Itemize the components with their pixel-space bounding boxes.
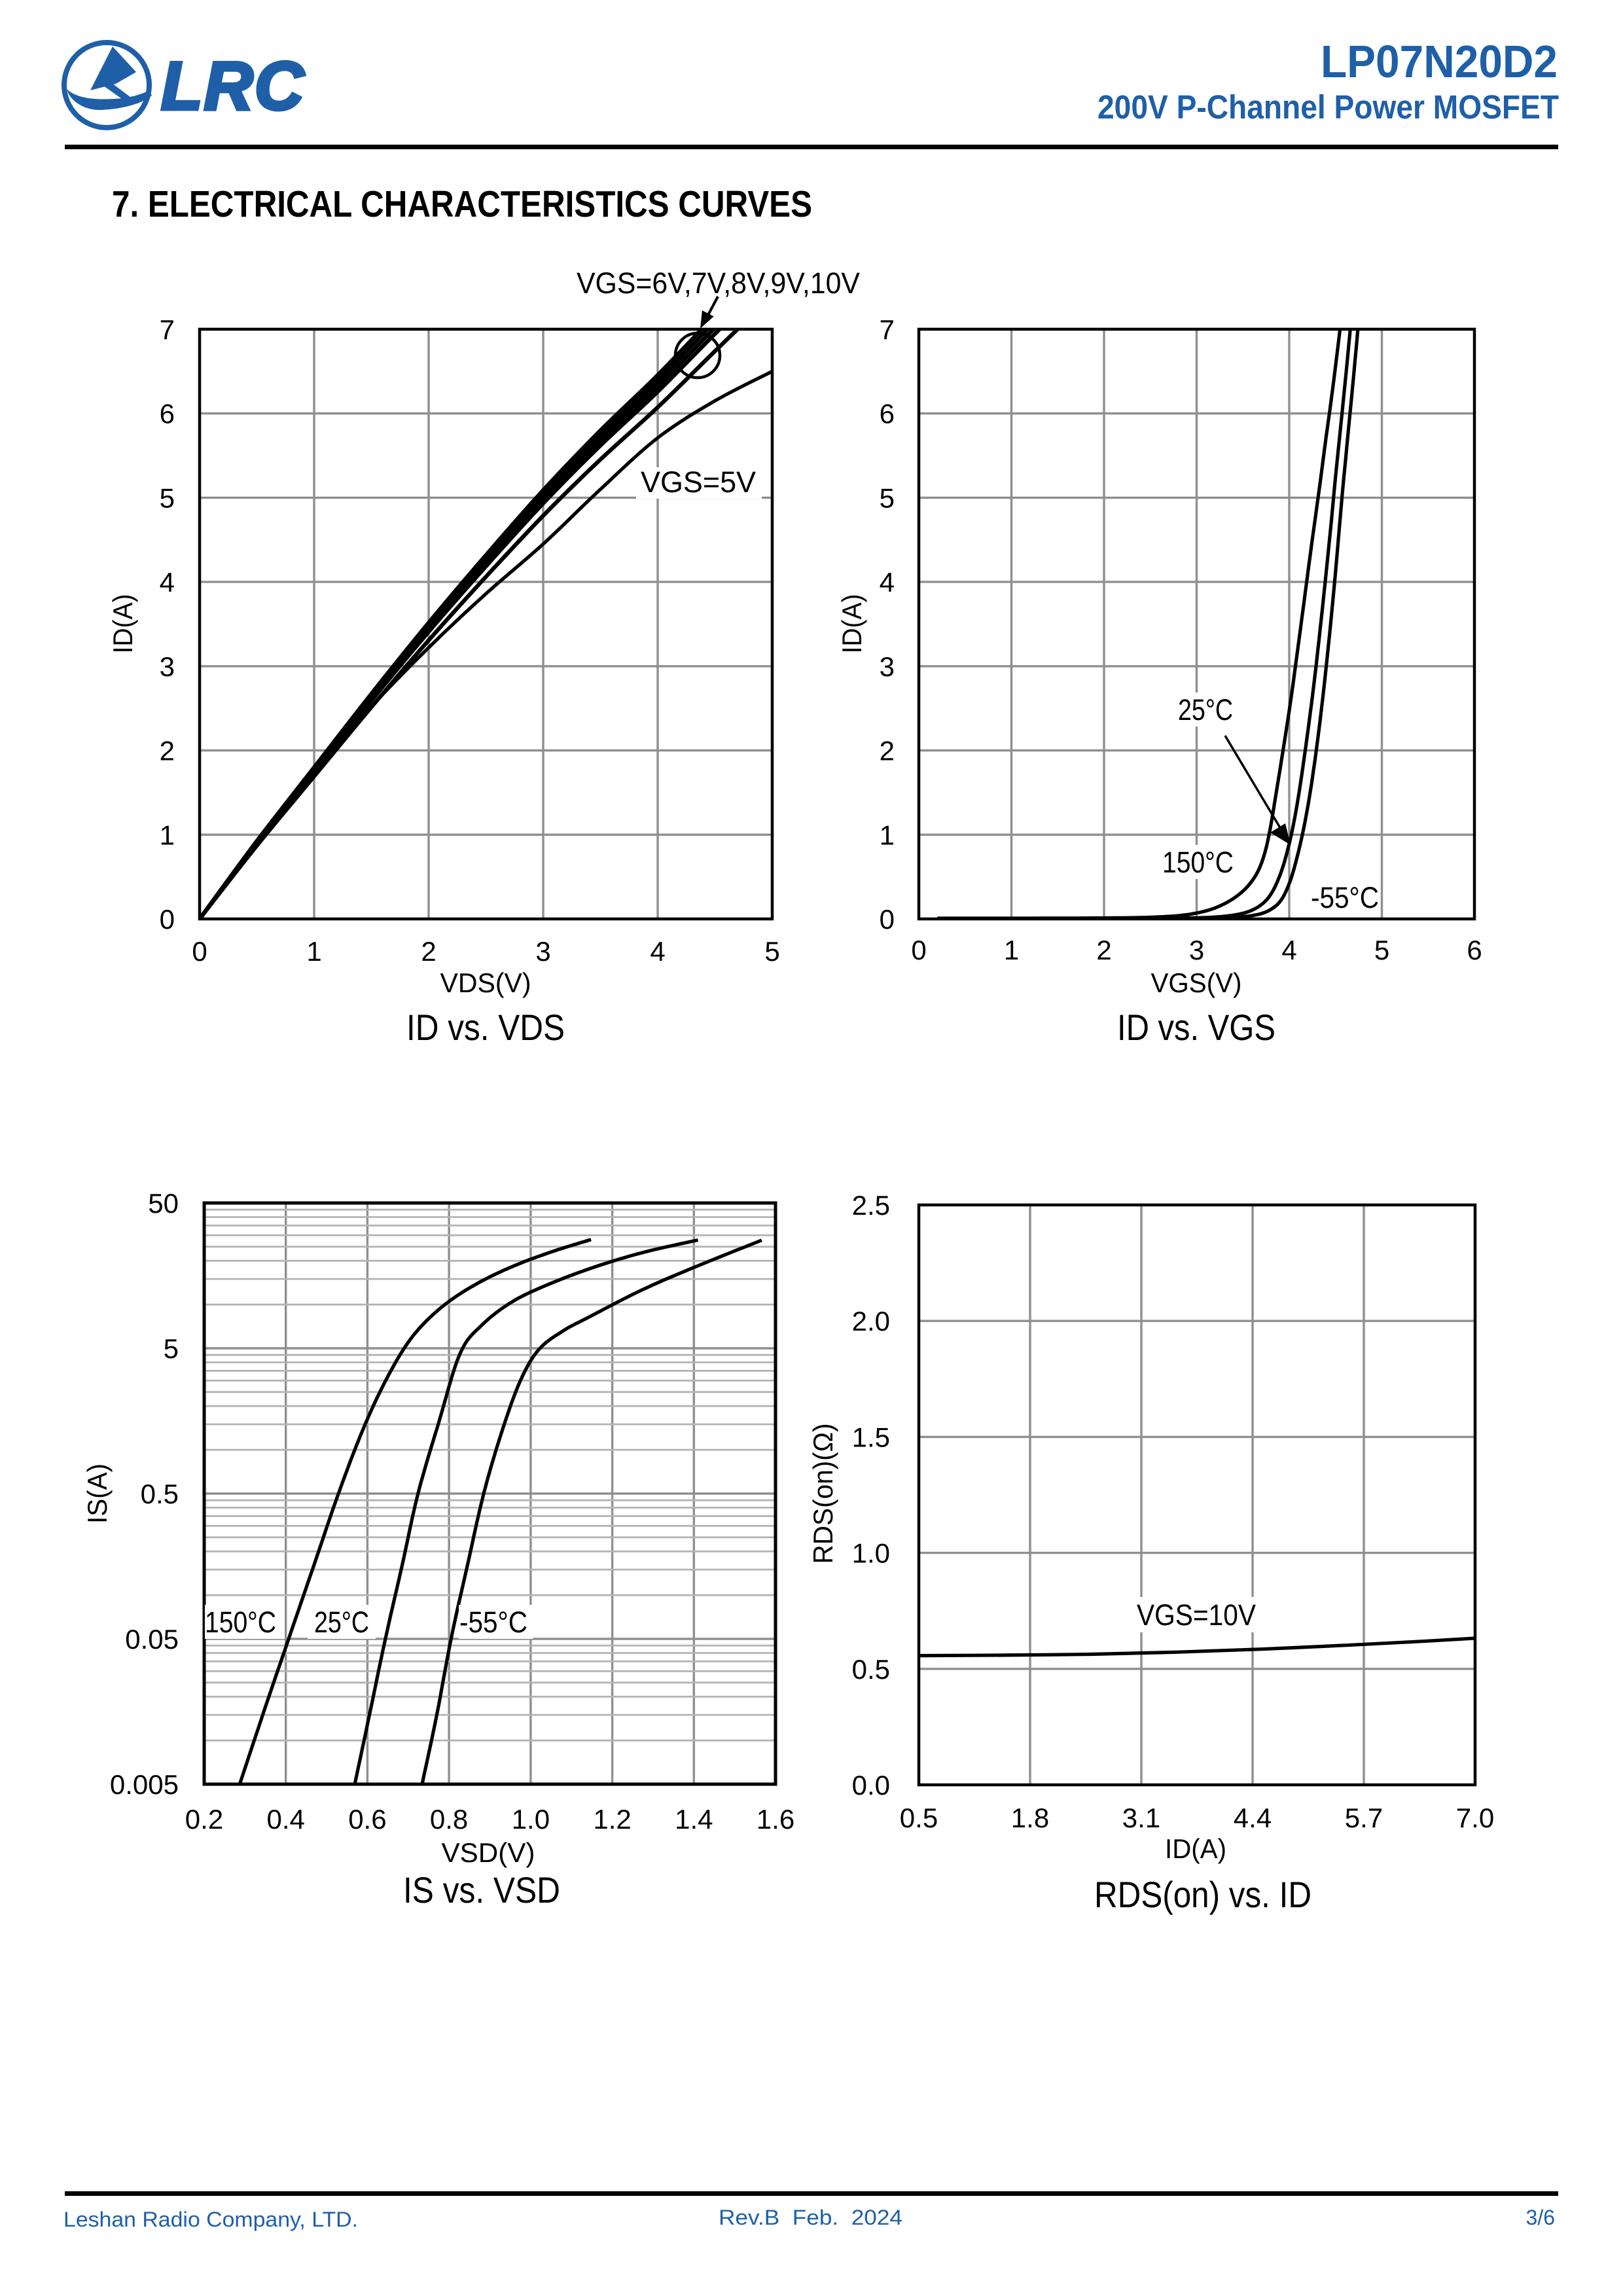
svg-text:2.5: 2.5 [852,1190,890,1221]
svg-text:0.5: 0.5 [141,1479,179,1509]
svg-text:4: 4 [880,567,895,598]
svg-text:150°C: 150°C [1162,846,1234,879]
svg-text:0.0: 0.0 [852,1770,890,1801]
svg-text:5: 5 [160,482,175,513]
svg-text:1.4: 1.4 [675,1804,713,1835]
svg-text:150°C: 150°C [205,1605,276,1639]
svg-text:5.7: 5.7 [1345,1803,1383,1833]
svg-text:0.6: 0.6 [348,1804,386,1835]
svg-text:0.4: 0.4 [267,1804,305,1835]
svg-text:LP07N20D2: LP07N20D2 [1321,36,1558,87]
svg-text:1.2: 1.2 [593,1804,631,1835]
svg-text:4: 4 [650,936,665,967]
svg-text:ID(A): ID(A) [836,594,867,654]
svg-text:-55°C: -55°C [1311,881,1379,914]
svg-text:4.4: 4.4 [1234,1803,1272,1833]
svg-text:1: 1 [880,819,895,850]
svg-text:5: 5 [764,936,779,967]
svg-text:VGS=5V: VGS=5V [641,465,756,499]
svg-text:ID(A): ID(A) [1165,1833,1226,1864]
svg-text:1: 1 [160,819,175,850]
svg-text:4: 4 [1281,935,1296,965]
svg-text:VGS(V): VGS(V) [1151,967,1242,998]
svg-text:3: 3 [880,651,895,682]
svg-text:200V P-Channel Power MOSFET: 200V P-Channel Power MOSFET [1097,88,1559,126]
svg-text:25°C: 25°C [314,1605,369,1639]
svg-text:RDS(on) vs. ID: RDS(on) vs. ID [1094,1874,1311,1915]
svg-text:5: 5 [1374,935,1389,965]
svg-text:0.5: 0.5 [852,1654,890,1685]
svg-text:25°C: 25°C [1178,693,1233,726]
svg-text:0: 0 [880,904,895,935]
svg-text:4: 4 [160,567,175,598]
svg-text:VGS=10V: VGS=10V [1137,1598,1256,1632]
svg-text:7. ELECTRICAL CHARACTERISTICS: 7. ELECTRICAL CHARACTERISTICS CURVES [112,183,812,225]
svg-text:3: 3 [160,651,175,682]
svg-text:3/6: 3/6 [1526,2206,1555,2229]
svg-text:VGS=6V,7V,8V,9V,10V: VGS=6V,7V,8V,9V,10V [577,266,860,300]
svg-text:7: 7 [880,314,895,345]
svg-text:2: 2 [880,736,895,766]
svg-text:1.0: 1.0 [512,1804,550,1835]
svg-text:0: 0 [160,904,175,935]
svg-text:LRC: LRC [161,48,305,124]
svg-text:3: 3 [1189,935,1204,965]
svg-text:Rev.B Feb. 2024: Rev.B Feb. 2024 [719,2206,902,2229]
svg-text:1: 1 [306,936,321,967]
svg-text:6: 6 [160,399,175,429]
svg-text:7: 7 [160,314,175,345]
svg-text:2: 2 [1096,935,1111,965]
svg-text:1.8: 1.8 [1011,1803,1049,1833]
svg-text:-55°C: -55°C [459,1605,527,1639]
svg-text:0: 0 [192,936,207,967]
svg-text:VDS(V): VDS(V) [440,967,531,998]
svg-text:0.2: 0.2 [185,1804,223,1835]
svg-text:1.0: 1.0 [852,1538,890,1569]
svg-text:5: 5 [880,482,895,513]
svg-text:VSD(V): VSD(V) [442,1837,535,1868]
svg-text:50: 50 [148,1188,179,1219]
svg-text:3.1: 3.1 [1122,1803,1160,1833]
svg-text:0.005: 0.005 [110,1769,179,1800]
svg-text:1.5: 1.5 [852,1422,890,1452]
svg-text:2: 2 [421,936,436,967]
svg-text:Leshan Radio Company, LTD.: Leshan Radio Company, LTD. [63,2208,358,2231]
svg-text:0.5: 0.5 [900,1803,938,1833]
svg-text:1: 1 [1004,935,1019,965]
svg-text:5: 5 [164,1333,179,1364]
svg-text:0.05: 0.05 [125,1624,179,1655]
svg-text:2.0: 2.0 [852,1306,890,1336]
svg-text:IS vs. VSD: IS vs. VSD [403,1869,560,1910]
svg-text:ID vs. VGS: ID vs. VGS [1117,1007,1275,1048]
svg-text:7.0: 7.0 [1456,1803,1494,1833]
svg-text:IS(A): IS(A) [82,1463,113,1524]
svg-text:0: 0 [911,935,926,965]
svg-text:0.8: 0.8 [430,1804,468,1835]
svg-text:2: 2 [160,736,175,766]
svg-text:ID(A): ID(A) [107,594,138,654]
svg-text:RDS(on)(Ω): RDS(on)(Ω) [808,1424,838,1564]
svg-text:6: 6 [880,399,895,429]
svg-text:3: 3 [535,936,550,967]
svg-text:ID vs. VDS: ID vs. VDS [406,1007,565,1048]
svg-text:6: 6 [1467,935,1482,965]
svg-text:1.6: 1.6 [757,1804,794,1835]
